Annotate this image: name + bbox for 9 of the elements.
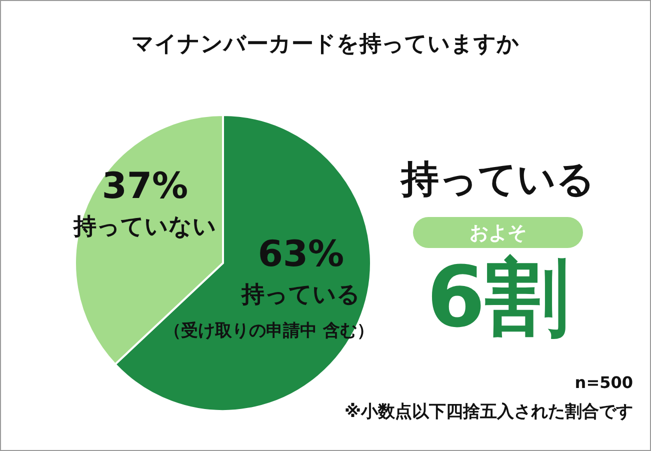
text: 6割: [426, 248, 570, 346]
slice-label: 持っている: [240, 282, 361, 308]
data-label: 63%: [258, 234, 344, 275]
chart-title: マイナンバーカードを持っていますか: [132, 32, 520, 57]
text: n=500: [574, 373, 633, 392]
text: 持っている: [399, 157, 595, 201]
text: およそ: [470, 222, 526, 244]
text: ※小数点以下四捨五入された割合です: [344, 402, 633, 422]
data-label: 37%: [102, 166, 188, 208]
